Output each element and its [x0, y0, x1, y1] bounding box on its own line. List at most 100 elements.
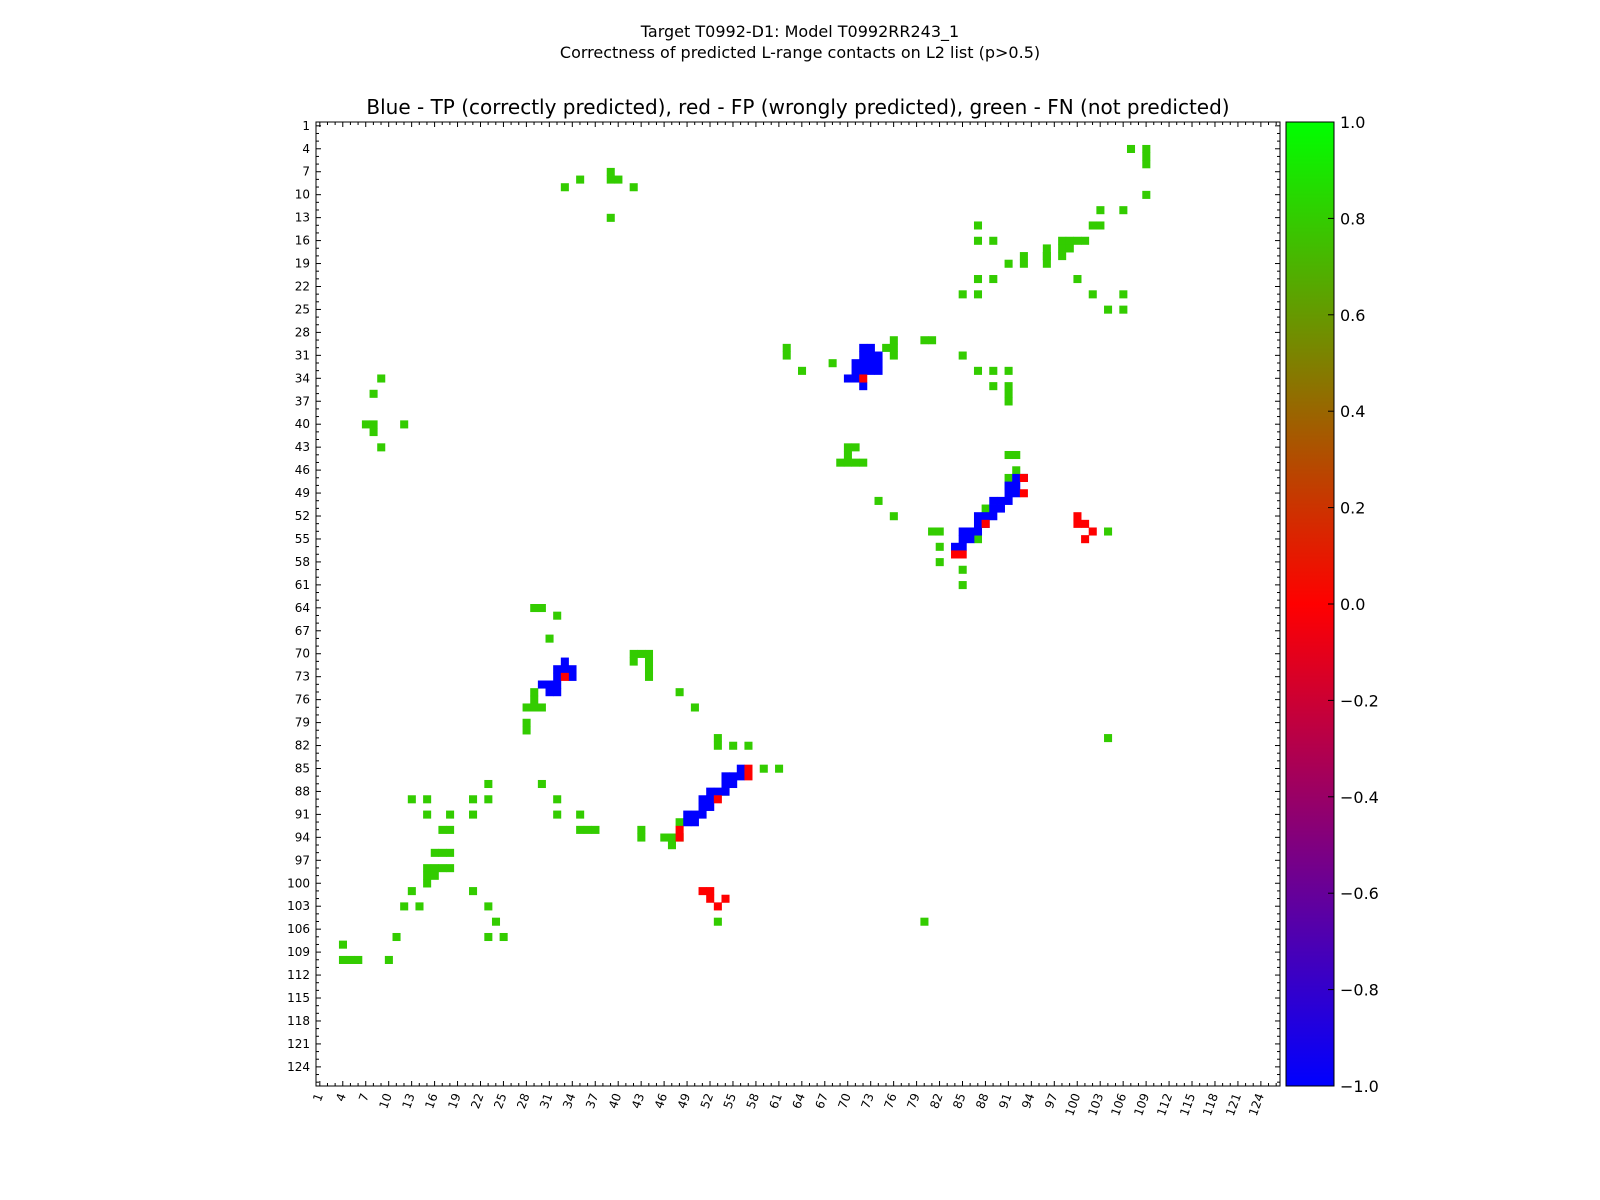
contact-cell-fn — [392, 932, 401, 942]
contact-cell-fp — [1073, 512, 1082, 521]
y-tick-label: 106 — [287, 922, 310, 936]
x-tick-label: 112 — [1154, 1091, 1175, 1117]
y-tick-label: 7 — [302, 165, 310, 179]
colorbar-label: 0.0 — [1340, 595, 1365, 614]
contact-cell-tp — [1012, 481, 1021, 490]
contact-cell-tp — [973, 512, 983, 521]
contact-cells — [338, 144, 1151, 964]
contact-cell-tp — [545, 680, 554, 689]
contact-cell-fn — [614, 175, 623, 184]
contact-cell-fn — [576, 810, 585, 819]
contact-cell-fn — [338, 940, 347, 949]
contact-cell-tp — [996, 496, 1005, 505]
contact-cell-tp — [851, 359, 860, 368]
contact-cell-fn — [675, 818, 684, 827]
y-tick-label: 31 — [295, 348, 310, 362]
contact-cell-tp — [706, 802, 715, 811]
y-tick-label: 67 — [295, 624, 310, 638]
x-tick-label: 118 — [1200, 1091, 1221, 1117]
contact-cell-fn — [713, 734, 722, 743]
contact-cell-fn — [1012, 466, 1021, 475]
y-tick-label: 73 — [295, 670, 310, 684]
contact-cell-fp — [1088, 527, 1097, 536]
contact-cell-tp — [713, 787, 722, 796]
colorbar-label: −0.6 — [1340, 884, 1379, 903]
contact-cell-fn — [973, 366, 983, 375]
contact-cell-fp — [706, 894, 715, 903]
contact-cell-fn — [836, 458, 845, 467]
y-tick-label: 34 — [295, 371, 310, 385]
contact-cell-fn — [407, 795, 416, 804]
contact-cell-fn — [759, 764, 768, 773]
contact-cell-fn — [889, 343, 898, 352]
y-tick-labels: 1 4 7 10 13 16 19 22 25 28 31 34 37 40 43 46 49 52 55 58 61 6… — [287, 119, 310, 1074]
x-tick-label: 106 — [1108, 1091, 1129, 1117]
colorbar — [1285, 121, 1335, 1087]
figure-suptitle-line1: Target T0992-D1: Model T0992RR243_1 — [640, 22, 960, 41]
contact-cell-tp — [874, 351, 883, 360]
contact-cell-tp — [698, 795, 707, 804]
x-tick-label: 67 — [813, 1091, 831, 1110]
contact-cell-fn — [1012, 450, 1021, 460]
contact-cell-fn — [958, 351, 967, 360]
contact-cell-tp — [553, 672, 562, 681]
contact-cell-fn — [973, 290, 983, 299]
contact-cell-tp — [996, 504, 1005, 513]
x-tick-label: 79 — [904, 1091, 922, 1110]
axis-ticks — [316, 122, 1280, 1086]
contact-cell-fn — [469, 810, 478, 819]
y-tick-label: 49 — [295, 486, 310, 500]
y-tick-label: 91 — [295, 807, 310, 821]
contact-cell-fn — [958, 565, 967, 574]
contact-cell-tp — [683, 810, 692, 819]
contact-cell-fn — [744, 741, 753, 750]
y-tick-label: 70 — [295, 647, 310, 661]
contact-cell-fn — [491, 917, 501, 926]
contact-cell-fn — [576, 825, 585, 834]
colorbar-label: −0.4 — [1340, 788, 1379, 807]
contact-cell-fn — [882, 343, 891, 352]
contact-cell-fn — [369, 428, 378, 437]
contact-cell-fn — [1004, 450, 1013, 460]
contact-cell-tp — [874, 359, 883, 368]
contact-cell-fn — [423, 795, 432, 804]
contact-cell-fn — [828, 359, 837, 368]
contact-cell-fn — [690, 703, 699, 712]
contact-cell-fn — [1004, 366, 1013, 375]
contact-cell-tp — [729, 779, 738, 789]
contact-cell-tp — [560, 657, 569, 666]
contact-cell-fn — [530, 604, 539, 613]
contact-cell-fn — [1058, 252, 1067, 261]
contact-cell-fn — [530, 695, 539, 704]
contact-cell-fn — [1065, 244, 1074, 253]
contact-cell-tp — [706, 787, 715, 796]
contact-cell-tp — [736, 772, 745, 781]
contact-cell-fn — [400, 420, 409, 429]
contact-cell-fp — [981, 519, 990, 528]
contact-cell-fp — [675, 825, 684, 834]
contact-cell-tp — [1004, 496, 1013, 505]
contact-cell-fn — [438, 848, 447, 857]
contact-cell-fn — [1096, 206, 1105, 215]
contact-cell-fn — [775, 764, 784, 773]
contact-cell-fn — [1042, 259, 1051, 268]
contact-cell-fp — [859, 374, 868, 383]
plot-title: Blue - TP (correctly predicted), red - F… — [366, 95, 1230, 119]
x-tick-label: 76 — [881, 1091, 899, 1110]
contact-cell-fn — [1119, 305, 1128, 314]
contact-cell-fn — [935, 542, 944, 551]
y-tick-label: 115 — [287, 991, 310, 1005]
contact-cell-fn — [629, 657, 638, 666]
contact-cell-tp — [698, 802, 707, 811]
contact-cell-fn — [1058, 236, 1067, 245]
contact-cell-fn — [935, 527, 944, 536]
contact-cell-fn — [415, 902, 424, 911]
plot-frame — [315, 121, 1281, 1087]
y-tick-label: 61 — [295, 578, 310, 592]
x-tick-label: 97 — [1042, 1091, 1060, 1110]
contact-cell-tp — [973, 527, 983, 536]
y-tick-label: 40 — [295, 417, 310, 431]
contact-cell-fn — [522, 718, 531, 727]
contact-cell-fn — [1119, 206, 1128, 215]
x-tick-label: 121 — [1223, 1091, 1244, 1117]
